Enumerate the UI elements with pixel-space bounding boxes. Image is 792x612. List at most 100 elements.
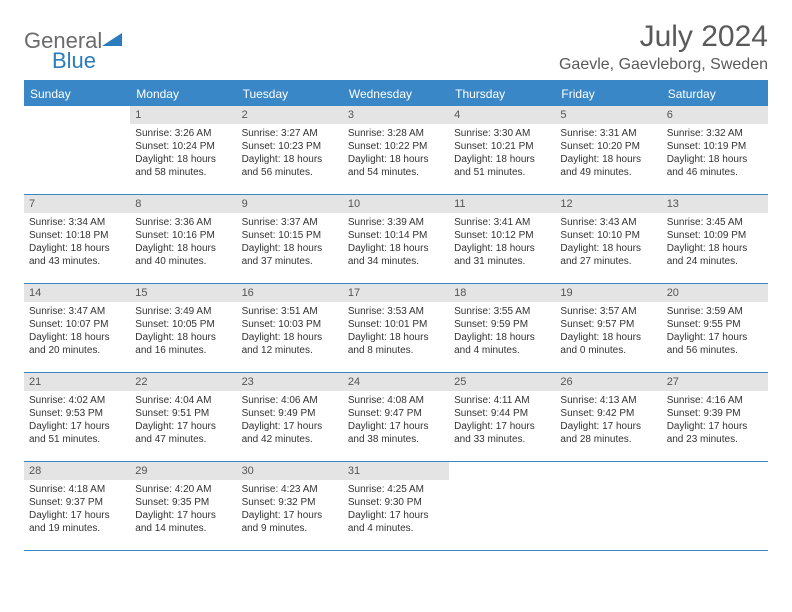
sunset-line: Sunset: 9:42 PM <box>560 407 656 420</box>
sunrise-line: Sunrise: 3:39 AM <box>348 216 444 229</box>
sunset-line: Sunset: 10:14 PM <box>348 229 444 242</box>
day-number: 19 <box>555 284 661 302</box>
day-body: Sunrise: 3:26 AMSunset: 10:24 PMDaylight… <box>130 124 236 185</box>
day-body: Sunrise: 3:34 AMSunset: 10:18 PMDaylight… <box>24 213 130 274</box>
day-number: 24 <box>343 373 449 391</box>
day-cell <box>449 462 555 550</box>
day-cell: 3Sunrise: 3:28 AMSunset: 10:22 PMDayligh… <box>343 106 449 194</box>
sunrise-line: Sunrise: 3:27 AM <box>242 127 338 140</box>
daylight-line: Daylight: 18 hours and 49 minutes. <box>560 153 656 179</box>
daylight-line: Daylight: 17 hours and 14 minutes. <box>135 509 231 535</box>
day-body: Sunrise: 3:39 AMSunset: 10:14 PMDaylight… <box>343 213 449 274</box>
day-cell: 4Sunrise: 3:30 AMSunset: 10:21 PMDayligh… <box>449 106 555 194</box>
weeks-container: 1Sunrise: 3:26 AMSunset: 10:24 PMDayligh… <box>24 106 768 551</box>
day-body: Sunrise: 4:23 AMSunset: 9:32 PMDaylight:… <box>237 480 343 541</box>
sunset-line: Sunset: 10:09 PM <box>667 229 763 242</box>
daylight-line: Daylight: 18 hours and 12 minutes. <box>242 331 338 357</box>
day-cell: 16Sunrise: 3:51 AMSunset: 10:03 PMDaylig… <box>237 284 343 372</box>
header: GeneralBlue July 2024 Gaevle, Gaevleborg… <box>24 20 768 74</box>
daylight-line: Daylight: 18 hours and 46 minutes. <box>667 153 763 179</box>
sunrise-line: Sunrise: 4:06 AM <box>242 394 338 407</box>
daylight-line: Daylight: 17 hours and 4 minutes. <box>348 509 444 535</box>
sunrise-line: Sunrise: 3:36 AM <box>135 216 231 229</box>
day-number: 25 <box>449 373 555 391</box>
daylight-line: Daylight: 18 hours and 56 minutes. <box>242 153 338 179</box>
sunrise-line: Sunrise: 3:31 AM <box>560 127 656 140</box>
sunrise-line: Sunrise: 3:45 AM <box>667 216 763 229</box>
sunrise-line: Sunrise: 4:18 AM <box>29 483 125 496</box>
day-body: Sunrise: 3:51 AMSunset: 10:03 PMDaylight… <box>237 302 343 363</box>
day-number: 7 <box>24 195 130 213</box>
day-body: Sunrise: 3:37 AMSunset: 10:15 PMDaylight… <box>237 213 343 274</box>
daylight-line: Daylight: 18 hours and 0 minutes. <box>560 331 656 357</box>
day-cell: 2Sunrise: 3:27 AMSunset: 10:23 PMDayligh… <box>237 106 343 194</box>
day-number: 28 <box>24 462 130 480</box>
sunset-line: Sunset: 10:19 PM <box>667 140 763 153</box>
daylight-line: Daylight: 18 hours and 31 minutes. <box>454 242 550 268</box>
daylight-line: Daylight: 18 hours and 54 minutes. <box>348 153 444 179</box>
sunset-line: Sunset: 10:03 PM <box>242 318 338 331</box>
sunset-line: Sunset: 9:55 PM <box>667 318 763 331</box>
daylight-line: Daylight: 18 hours and 37 minutes. <box>242 242 338 268</box>
day-cell: 21Sunrise: 4:02 AMSunset: 9:53 PMDayligh… <box>24 373 130 461</box>
day-body: Sunrise: 3:57 AMSunset: 9:57 PMDaylight:… <box>555 302 661 363</box>
dow-row: SundayMondayTuesdayWednesdayThursdayFrid… <box>24 82 768 106</box>
day-number: 18 <box>449 284 555 302</box>
sunrise-line: Sunrise: 4:20 AM <box>135 483 231 496</box>
sunset-line: Sunset: 9:32 PM <box>242 496 338 509</box>
dow-cell: Saturday <box>662 82 768 106</box>
daylight-line: Daylight: 17 hours and 33 minutes. <box>454 420 550 446</box>
logo: GeneralBlue <box>24 20 122 74</box>
sunset-line: Sunset: 9:59 PM <box>454 318 550 331</box>
day-body: Sunrise: 3:55 AMSunset: 9:59 PMDaylight:… <box>449 302 555 363</box>
daylight-line: Daylight: 18 hours and 16 minutes. <box>135 331 231 357</box>
day-number: 26 <box>555 373 661 391</box>
daylight-line: Daylight: 17 hours and 28 minutes. <box>560 420 656 446</box>
day-cell: 10Sunrise: 3:39 AMSunset: 10:14 PMDaylig… <box>343 195 449 283</box>
sunrise-line: Sunrise: 4:23 AM <box>242 483 338 496</box>
day-body: Sunrise: 4:20 AMSunset: 9:35 PMDaylight:… <box>130 480 236 541</box>
day-cell: 13Sunrise: 3:45 AMSunset: 10:09 PMDaylig… <box>662 195 768 283</box>
sunrise-line: Sunrise: 4:11 AM <box>454 394 550 407</box>
sunset-line: Sunset: 10:21 PM <box>454 140 550 153</box>
sunset-line: Sunset: 10:01 PM <box>348 318 444 331</box>
sunset-line: Sunset: 9:57 PM <box>560 318 656 331</box>
day-body: Sunrise: 4:08 AMSunset: 9:47 PMDaylight:… <box>343 391 449 452</box>
sunrise-line: Sunrise: 3:53 AM <box>348 305 444 318</box>
sunrise-line: Sunrise: 3:49 AM <box>135 305 231 318</box>
day-number: 9 <box>237 195 343 213</box>
day-number: 4 <box>449 106 555 124</box>
day-body: Sunrise: 3:31 AMSunset: 10:20 PMDaylight… <box>555 124 661 185</box>
daylight-line: Daylight: 18 hours and 34 minutes. <box>348 242 444 268</box>
dow-cell: Wednesday <box>343 82 449 106</box>
sunset-line: Sunset: 10:10 PM <box>560 229 656 242</box>
sunrise-line: Sunrise: 3:34 AM <box>29 216 125 229</box>
sunrise-line: Sunrise: 3:30 AM <box>454 127 550 140</box>
day-cell: 7Sunrise: 3:34 AMSunset: 10:18 PMDayligh… <box>24 195 130 283</box>
sunrise-line: Sunrise: 4:13 AM <box>560 394 656 407</box>
day-number: 30 <box>237 462 343 480</box>
daylight-line: Daylight: 18 hours and 51 minutes. <box>454 153 550 179</box>
day-body: Sunrise: 3:36 AMSunset: 10:16 PMDaylight… <box>130 213 236 274</box>
day-number: 11 <box>449 195 555 213</box>
sunrise-line: Sunrise: 4:02 AM <box>29 394 125 407</box>
day-number: 23 <box>237 373 343 391</box>
day-body: Sunrise: 4:13 AMSunset: 9:42 PMDaylight:… <box>555 391 661 452</box>
dow-cell: Monday <box>130 82 236 106</box>
day-number: 13 <box>662 195 768 213</box>
dow-cell: Tuesday <box>237 82 343 106</box>
day-body: Sunrise: 3:53 AMSunset: 10:01 PMDaylight… <box>343 302 449 363</box>
day-cell: 26Sunrise: 4:13 AMSunset: 9:42 PMDayligh… <box>555 373 661 461</box>
day-body: Sunrise: 3:32 AMSunset: 10:19 PMDaylight… <box>662 124 768 185</box>
sunset-line: Sunset: 9:51 PM <box>135 407 231 420</box>
day-cell: 18Sunrise: 3:55 AMSunset: 9:59 PMDayligh… <box>449 284 555 372</box>
day-number: 21 <box>24 373 130 391</box>
week-row: 28Sunrise: 4:18 AMSunset: 9:37 PMDayligh… <box>24 462 768 551</box>
day-body: Sunrise: 3:27 AMSunset: 10:23 PMDaylight… <box>237 124 343 185</box>
day-body: Sunrise: 3:59 AMSunset: 9:55 PMDaylight:… <box>662 302 768 363</box>
day-body: Sunrise: 3:30 AMSunset: 10:21 PMDaylight… <box>449 124 555 185</box>
sunset-line: Sunset: 10:24 PM <box>135 140 231 153</box>
day-cell: 17Sunrise: 3:53 AMSunset: 10:01 PMDaylig… <box>343 284 449 372</box>
day-number: 29 <box>130 462 236 480</box>
daylight-line: Daylight: 17 hours and 56 minutes. <box>667 331 763 357</box>
